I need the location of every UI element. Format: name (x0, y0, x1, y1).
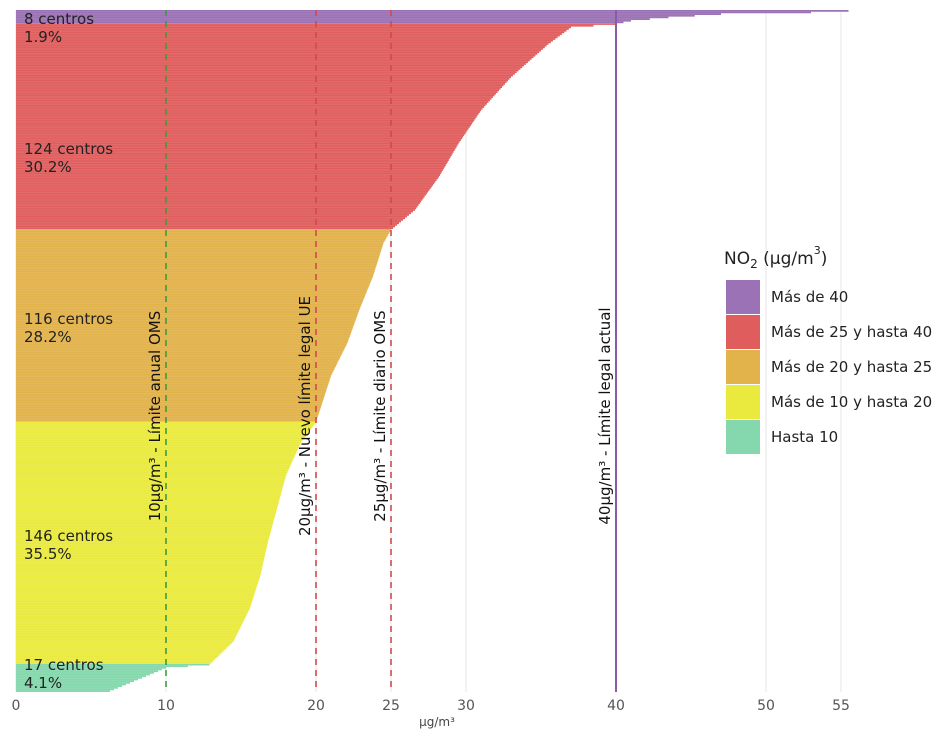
x-tick-label: 55 (832, 698, 850, 714)
legend-title-subscript: 2 (750, 257, 758, 271)
legend-swatch (726, 385, 760, 419)
band-count-label: 8 centros (24, 10, 94, 28)
legend-title-prefix: NO (724, 249, 750, 269)
legend-swatch (726, 280, 760, 314)
legend-swatch (726, 350, 760, 384)
legend-title-close: ) (821, 249, 828, 269)
bar-band-0 (16, 10, 849, 24)
bar-band-4 (16, 663, 210, 692)
reference-label-20: 20µg/m³ - Nuevo límite legal UE (296, 296, 314, 536)
x-tick-label: 30 (457, 698, 475, 714)
band-percent-label: 30.2% (24, 158, 72, 176)
legend-title-superscript: 3 (814, 244, 821, 257)
legend: NO2 (µg/m3) Más de 40 Más de 25 y hasta 40… (724, 244, 932, 454)
band-percent-label: 1.9% (24, 28, 62, 46)
x-tick-label: 50 (757, 698, 775, 714)
legend-label: Más de 25 y hasta 40 (771, 323, 932, 341)
band-percent-label: 35.5% (24, 545, 72, 563)
legend-label: Más de 20 y hasta 25 (771, 358, 932, 376)
x-tick-label: 25 (382, 698, 400, 714)
x-tick-label: 20 (307, 698, 325, 714)
x-tick-label: 10 (157, 698, 175, 714)
reference-lines: 10µg/m³ - Límite anual OMS 20µg/m³ - Nuev… (146, 10, 617, 692)
legend-swatch (726, 420, 760, 454)
reference-label-10: 10µg/m³ - Límite anual OMS (146, 311, 164, 522)
reference-label-40: 40µg/m³ - Límite legal actual (596, 307, 614, 524)
x-axis-label: µg/m³ (419, 715, 455, 729)
reference-label-25: 25µg/m³ - Límite diario OMS (371, 310, 389, 521)
x-tick-label: 0 (12, 698, 21, 714)
legend-label: Más de 40 (771, 288, 848, 306)
bar-band-2 (16, 229, 391, 422)
x-tick-label: 40 (607, 698, 625, 714)
band-percent-label: 4.1% (24, 674, 62, 692)
band-count-label: 124 centros (24, 140, 113, 158)
band-count-label: 116 centros (24, 310, 113, 328)
legend-title: NO2 (µg/m3) (724, 244, 827, 271)
legend-label: Más de 10 y hasta 20 (771, 393, 932, 411)
band-count-label: 17 centros (24, 656, 104, 674)
legend-label: Hasta 10 (771, 428, 838, 446)
band-count-label: 146 centros (24, 527, 113, 545)
x-axis: µg/m³ 0 10 20 25 30 40 50 55 (12, 698, 850, 729)
legend-swatch (726, 315, 760, 349)
legend-title-suffix: (µg/m (758, 249, 814, 269)
band-percent-label: 28.2% (24, 328, 72, 346)
distribution-bars (16, 10, 849, 692)
